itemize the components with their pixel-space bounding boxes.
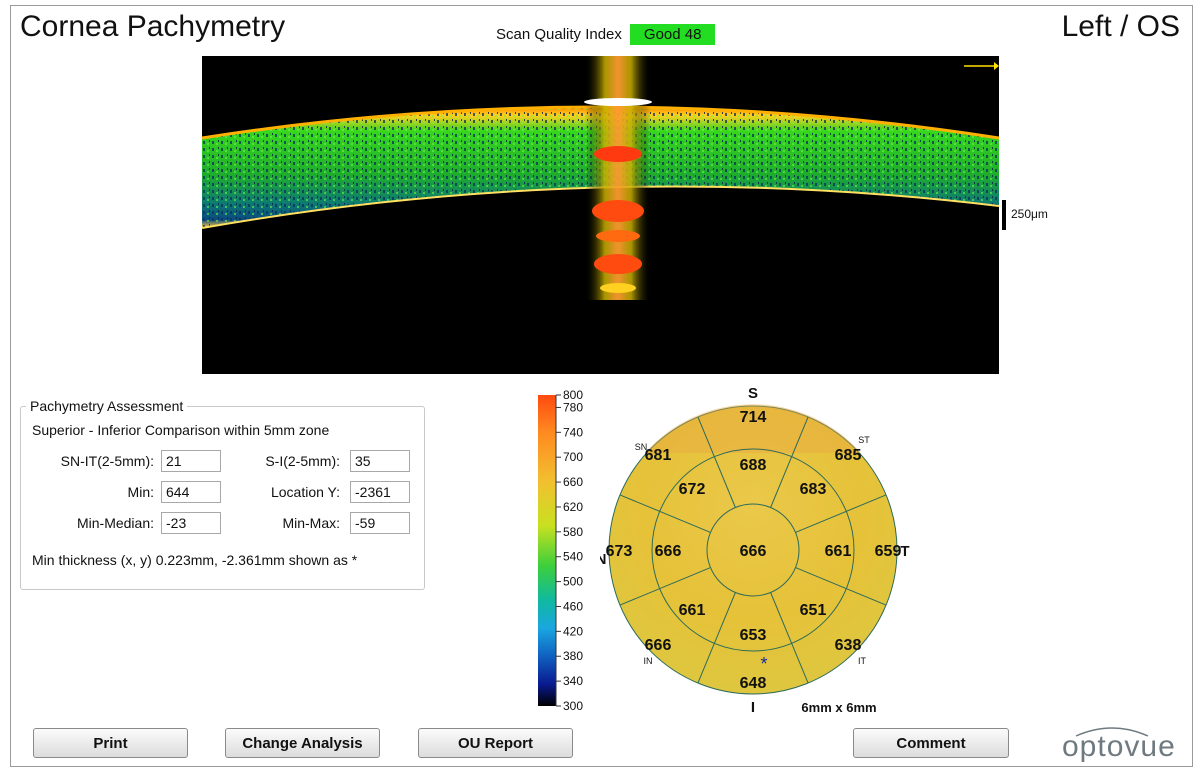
map-outer-t: 659 (875, 543, 902, 560)
page-title: Cornea Pachymetry (20, 10, 286, 43)
colorbar-tick-label: 380 (563, 649, 583, 663)
change-analysis-button[interactable]: Change Analysis (225, 728, 380, 758)
scale-label: 250μm (1011, 207, 1048, 221)
colorbar-tick-label: 420 (563, 624, 583, 638)
optovue-logo: optovue (1062, 730, 1176, 763)
map-inner-st: 683 (800, 481, 827, 498)
map-outer-st: 685 (835, 447, 862, 464)
map-label-it: IT (858, 656, 867, 666)
map-center-value: 666 (740, 543, 767, 560)
sn-it-label: SN-IT(2-5mm): (60, 453, 154, 469)
map-label-sn: SN (635, 442, 648, 452)
thickness-map: 666 688 683 661 651 653 661 666 672 714 … (596, 380, 920, 725)
map-outer-s: 714 (740, 409, 767, 426)
scan-quality-index: Scan Quality Index Good 48 (496, 24, 716, 45)
colorbar-tick-label: 620 (563, 500, 583, 514)
map-inner-sn: 672 (679, 481, 706, 498)
assessment-subtitle: Superior - Inferior Comparison within 5m… (32, 422, 330, 438)
map-size-label: 6mm x 6mm (801, 700, 876, 715)
map-inner-it: 651 (800, 602, 827, 619)
thickness-map-svg: 666 688 683 661 651 653 661 666 672 714 … (596, 385, 910, 716)
colorbar-tick-label: 540 (563, 550, 583, 564)
colorbar-tick-label: 780 (563, 400, 583, 414)
colorbar-tick-label: 460 (563, 599, 583, 613)
sn-it-field[interactable]: 21 (161, 450, 221, 472)
min-label: Min: (127, 484, 154, 500)
min-thickness-marker: * (760, 654, 767, 674)
map-outer-in: 666 (645, 637, 672, 654)
colorbar-tick-label: 740 (563, 425, 583, 439)
min-median-label: Min-Median: (76, 515, 154, 531)
map-label-in: IN (644, 656, 653, 666)
location-y-field[interactable]: -2361 (350, 481, 410, 503)
ou-report-button[interactable]: OU Report (418, 728, 573, 758)
eye-label: Left / OS (1061, 10, 1180, 43)
map-outer-n: 673 (606, 543, 633, 560)
map-label-st: ST (858, 435, 870, 445)
colorbar-tick-label: 660 (563, 475, 583, 489)
sqi-badge: Good 48 (629, 24, 716, 45)
s-i-field[interactable]: 35 (350, 450, 410, 472)
cornea-bscan-image (201, 56, 1000, 374)
map-inner-s: 688 (740, 457, 767, 474)
map-inner-in: 661 (679, 602, 706, 619)
colorbar-tick-label: 580 (563, 525, 583, 539)
bscan-svg (201, 56, 1000, 300)
assessment-legend: Pachymetry Assessment (26, 398, 188, 414)
map-outer-sn: 681 (645, 447, 672, 464)
s-i-label: S-I(2-5mm): (265, 453, 340, 469)
map-label-s: S (748, 385, 758, 402)
colorbar-tick-label: 700 (563, 450, 583, 464)
colorbar-tick-label: 500 (563, 575, 583, 589)
colorbar-tick-label: 800 (563, 388, 583, 402)
window-frame (10, 5, 1193, 767)
map-label-n: N (600, 551, 606, 568)
min-max-field[interactable]: -59 (350, 512, 410, 534)
map-outer-i: 648 (740, 675, 767, 692)
pachymetry-assessment-panel (20, 406, 425, 590)
map-label-i: I (751, 699, 755, 716)
map-outer-it: 638 (835, 637, 862, 654)
map-inner-t: 661 (825, 543, 852, 560)
map-inner-i: 653 (740, 627, 767, 644)
min-max-label: Min-Max: (282, 515, 340, 531)
min-median-field[interactable]: -23 (161, 512, 221, 534)
thickness-colorbar: 800 780 740 700 660 620 580 540 500 460 420 380 340 3… (520, 386, 600, 721)
min-thickness-note: Min thickness (x, y) 0.223mm, -2.361mm s… (32, 552, 358, 568)
location-y-label: Location Y: (270, 484, 340, 500)
scale-bar (1002, 200, 1006, 230)
map-inner-n: 666 (655, 543, 682, 560)
map-label-t: T (900, 543, 909, 560)
logo-arc-icon (1075, 727, 1149, 737)
min-field[interactable]: 644 (161, 481, 221, 503)
colorbar-tick-label: 300 (563, 699, 583, 713)
sqi-label: Scan Quality Index (496, 26, 622, 43)
comment-button[interactable]: Comment (853, 728, 1009, 758)
print-button[interactable]: Print (33, 728, 188, 758)
colorbar-tick-label: 340 (563, 674, 583, 688)
